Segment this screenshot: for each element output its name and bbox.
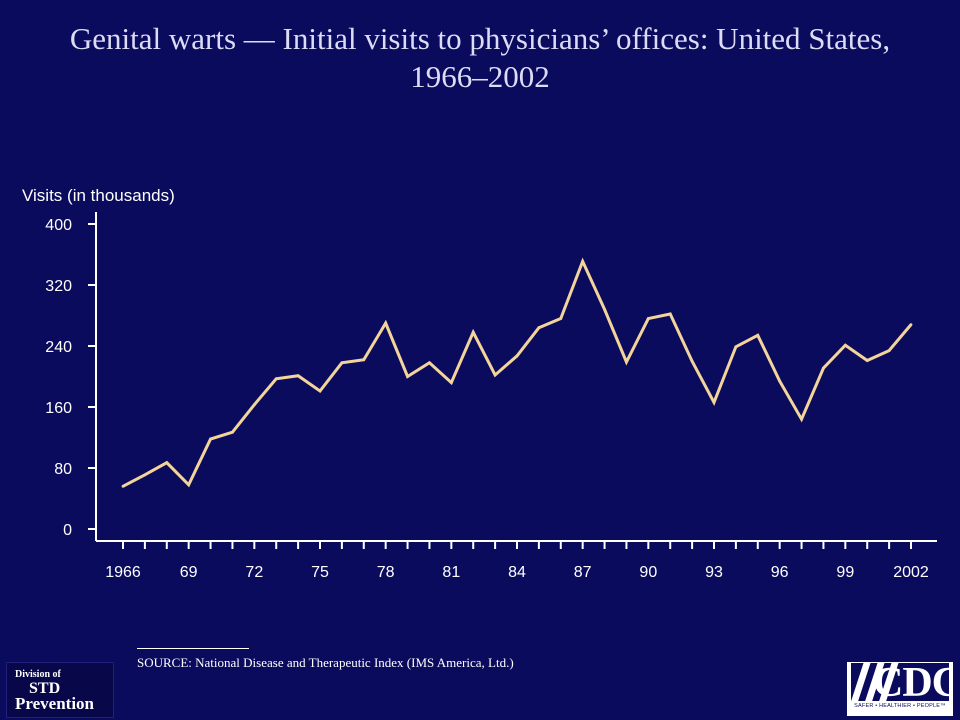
x-tick-label: 84	[508, 564, 526, 581]
y-tick-label: 80	[54, 461, 72, 478]
y-tick-label: 160	[45, 400, 72, 417]
source-divider	[137, 648, 249, 649]
x-tick-label: 1966	[105, 564, 141, 581]
data-point	[646, 317, 650, 320]
data-point	[406, 375, 409, 378]
cdc-logo-text: CDC	[873, 663, 949, 701]
data-point	[231, 430, 234, 434]
std-logo-line3: Prevention	[15, 694, 95, 713]
data-point	[843, 343, 847, 347]
data-point	[471, 330, 475, 334]
data-point	[909, 323, 913, 327]
x-tick-label: 75	[311, 564, 329, 581]
line-chart: 0 80 160 240 320 400 1966 69 72 75 78 81 84 87 90 93 96 9…	[45, 212, 937, 581]
data-point	[668, 312, 672, 316]
data-point	[209, 437, 212, 441]
data-point	[712, 401, 716, 404]
data-point	[756, 333, 760, 337]
x-tick-label: 81	[442, 564, 460, 581]
std-logo-line1: Division of	[15, 669, 61, 680]
data-point	[428, 361, 431, 365]
std-prevention-logo: Division of STD Prevention	[6, 662, 114, 718]
data-point	[778, 379, 782, 383]
x-tick-label: 69	[180, 564, 198, 581]
data-point	[515, 354, 519, 358]
data-point	[143, 473, 147, 477]
cdc-logo-tagline: SAFER • HEALTHIER • PEOPLE™	[854, 703, 946, 709]
std-logo-line2: STD	[29, 680, 61, 697]
data-point	[493, 373, 497, 377]
data-point	[449, 381, 453, 384]
data-point	[252, 403, 256, 407]
cdc-logo-mark: CDC	[851, 663, 949, 701]
data-point	[865, 359, 869, 362]
data-point	[165, 461, 169, 465]
chart-title: Genital warts — Initial visits to physic…	[69, 21, 891, 94]
cdc-logo: CDC SAFER • HEALTHIER • PEOPLE™	[847, 662, 953, 716]
data-point	[734, 345, 738, 349]
source-note: SOURCE: National Disease and Therapeutic…	[137, 655, 514, 670]
data-point	[296, 374, 300, 378]
x-tick-label: 2002	[893, 564, 929, 581]
data-point	[537, 326, 541, 330]
series-line	[122, 257, 913, 488]
y-tick-label: 400	[45, 217, 72, 234]
x-tick-label: 93	[705, 564, 723, 581]
y-tick-label: 0	[63, 522, 72, 539]
data-point	[384, 321, 388, 325]
y-tick-label: 240	[45, 339, 72, 356]
data-point	[274, 377, 278, 381]
y-tick-label: 320	[45, 278, 72, 295]
data-point	[559, 317, 563, 320]
x-tick-label: 78	[377, 564, 395, 581]
data-point	[340, 361, 344, 365]
x-tick-label: 96	[771, 564, 789, 581]
x-tick-label: 87	[574, 564, 592, 581]
data-point	[362, 358, 366, 362]
x-tick-label: 99	[836, 564, 854, 581]
data-point	[887, 349, 891, 352]
data-point	[581, 259, 585, 263]
data-point	[800, 417, 803, 421]
x-tick-label: 72	[245, 564, 263, 581]
data-point	[690, 359, 694, 363]
data-point	[625, 360, 628, 364]
data-point	[187, 483, 191, 487]
data-point	[121, 484, 125, 488]
data-point	[318, 389, 322, 393]
y-axis-label: Visits (in thousands)	[22, 186, 175, 205]
data-point	[603, 308, 606, 311]
x-tick-label: 90	[639, 564, 657, 581]
data-point	[822, 366, 825, 370]
